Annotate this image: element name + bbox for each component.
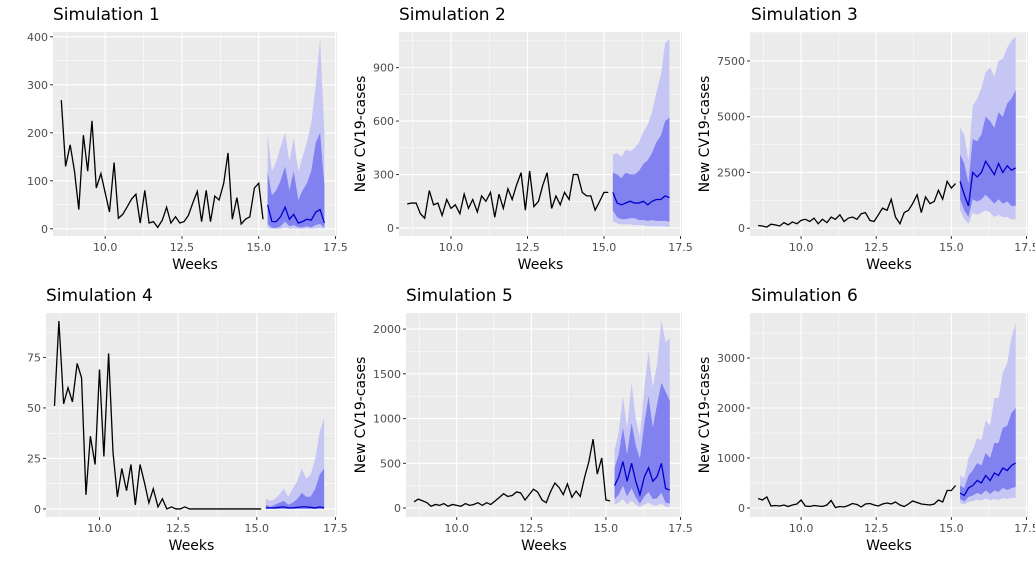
x-tick-label: 12.5 xyxy=(519,522,544,535)
chart-title: Simulation 2 xyxy=(399,5,506,25)
plot-panel xyxy=(46,313,337,517)
y-tick-label: 1500 xyxy=(373,368,401,381)
y-axis-label: New CV19-cases xyxy=(697,357,713,474)
x-axis-label: Weeks xyxy=(521,538,567,554)
x-tick-label: 15.0 xyxy=(246,241,271,254)
y-tick-label: 600 xyxy=(373,115,394,128)
y-tick-label: 3000 xyxy=(717,352,745,365)
x-tick-label: 10.0 xyxy=(789,241,814,254)
y-axis-label: New CV19-cases xyxy=(697,76,713,193)
observed-line xyxy=(757,485,957,509)
forecast-inner-band xyxy=(960,408,1016,502)
x-axis-label: Weeks xyxy=(169,538,215,554)
chart-title: Simulation 6 xyxy=(751,286,858,306)
y-tick-label: 50 xyxy=(27,402,41,415)
y-tick-label: 300 xyxy=(27,79,48,92)
y-tick-label: 2000 xyxy=(373,323,401,336)
x-tick-label: 17.5 xyxy=(1014,522,1035,535)
forecast-inner-band xyxy=(612,117,670,222)
x-axis-label: Weeks xyxy=(866,538,912,554)
y-tick-label: 200 xyxy=(27,127,48,140)
y-axis-label: New CV19-cases xyxy=(353,357,369,474)
x-tick-label: 15.0 xyxy=(592,241,617,254)
y-tick-label: 2000 xyxy=(717,402,745,415)
y-tick-label: 2500 xyxy=(717,166,745,179)
observed-line xyxy=(758,179,957,228)
y-tick-label: 0 xyxy=(34,503,41,516)
y-tick-label: 1000 xyxy=(373,413,401,426)
chart-panel-5: 10.0 12.5 15.0 17.5 0 500 1000 1500 2000 Simulati… xyxy=(353,286,693,554)
x-tick-label: 17.5 xyxy=(323,241,348,254)
chart-panel-2: 10.0 12.5 15.0 17.5 0 300 600 900 Simulation 2 We… xyxy=(353,5,693,273)
forecast-median-line xyxy=(613,461,671,498)
forecast-inner-band xyxy=(267,132,325,228)
observed-line xyxy=(413,439,611,508)
chart-panel-6: 10.0 12.5 15.0 17.5 0 1000 2000 3000 Simulation … xyxy=(697,286,1035,554)
forecast-median-line xyxy=(266,204,326,224)
x-axis-label: Weeks xyxy=(172,257,218,273)
forecast-median-line xyxy=(959,159,1016,207)
x-tick-label: 12.5 xyxy=(864,241,889,254)
y-tick-label: 0 xyxy=(738,502,745,515)
y-axis-label: New CV19-cases xyxy=(353,76,369,193)
x-axis-label: Weeks xyxy=(866,257,912,273)
x-tick-label: 15.0 xyxy=(594,522,619,535)
y-tick-label: 0 xyxy=(738,222,745,235)
y-tick-label: 300 xyxy=(373,169,394,182)
y-tick-label: 400 xyxy=(27,31,48,44)
x-tick-label: 15.0 xyxy=(245,522,270,535)
forecast-median-line xyxy=(612,192,670,206)
observed-line xyxy=(53,321,262,510)
y-tick-label: 7500 xyxy=(717,55,745,68)
y-tick-label: 900 xyxy=(373,62,394,75)
observed-line xyxy=(60,100,264,229)
x-tick-label: 15.0 xyxy=(939,241,964,254)
chart-panel-4: 10.0 12.5 15.0 17.5 0 25 50 75 Simulation 4 Weeks xyxy=(27,286,348,554)
forecast-inner-band xyxy=(960,89,1016,218)
x-tick-label: 10.0 xyxy=(439,241,464,254)
observed-line xyxy=(407,170,609,220)
forecast-median-line xyxy=(959,462,1017,497)
x-tick-label: 10.0 xyxy=(93,241,118,254)
x-tick-label: 17.5 xyxy=(1014,241,1035,254)
forecast-inner-band xyxy=(265,468,325,509)
chart-panel-1: 10.0 12.5 15.0 17.5 0 100 200 300 400 Simulation … xyxy=(27,5,348,273)
x-axis-label: Weeks xyxy=(518,257,564,273)
x-tick-label: 10.0 xyxy=(444,522,469,535)
y-tick-label: 0 xyxy=(41,223,48,236)
chart-title: Simulation 4 xyxy=(46,286,153,306)
chart-panel-3: 10.0 12.5 15.0 17.5 0 2500 5000 7500 Simulation … xyxy=(697,5,1035,273)
chart-title: Simulation 1 xyxy=(53,5,160,25)
x-tick-label: 17.5 xyxy=(668,522,693,535)
forecast-median-line xyxy=(265,506,325,509)
x-tick-label: 12.5 xyxy=(864,522,889,535)
x-tick-label: 17.5 xyxy=(668,241,693,254)
x-tick-label: 17.5 xyxy=(323,522,348,535)
y-tick-label: 500 xyxy=(380,457,401,470)
x-tick-label: 10.0 xyxy=(87,522,112,535)
y-tick-label: 25 xyxy=(27,452,41,465)
y-tick-label: 100 xyxy=(27,175,48,188)
x-tick-label: 12.5 xyxy=(515,241,540,254)
x-tick-label: 15.0 xyxy=(939,522,964,535)
x-tick-label: 10.0 xyxy=(789,522,814,535)
chart-title: Simulation 5 xyxy=(406,286,513,306)
x-tick-label: 12.5 xyxy=(170,241,195,254)
y-tick-label: 5000 xyxy=(717,111,745,124)
chart-title: Simulation 3 xyxy=(751,5,858,25)
forecast-outer-band xyxy=(265,418,325,509)
y-tick-label: 0 xyxy=(387,222,394,235)
x-tick-label: 12.5 xyxy=(166,522,191,535)
y-tick-label: 0 xyxy=(394,502,401,515)
forecast-inner-band xyxy=(614,382,670,504)
y-tick-label: 75 xyxy=(27,351,41,364)
y-tick-label: 1000 xyxy=(717,452,745,465)
